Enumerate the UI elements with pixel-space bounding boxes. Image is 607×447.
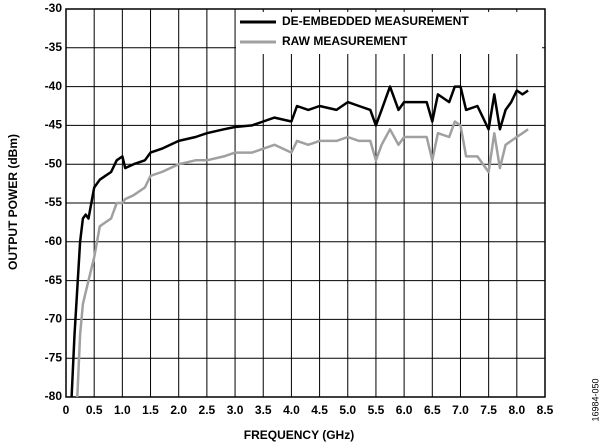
x-tick-label: 6.5	[424, 403, 441, 417]
x-tick-label: 3.5	[255, 403, 272, 417]
x-tick-label: 6.0	[396, 403, 413, 417]
x-tick-label: 1.5	[142, 403, 159, 417]
y-tick-label: -60	[45, 234, 63, 248]
data-line	[76, 120, 529, 398]
y-tick-label: -65	[45, 273, 63, 287]
x-tick-label: 4.0	[283, 403, 300, 417]
legend-label: RAW MEASUREMENT	[282, 34, 408, 48]
x-tick-label: 0	[63, 403, 70, 417]
x-tick-label: 8.0	[508, 403, 525, 417]
x-tick-label: 8.5	[537, 403, 554, 417]
x-tick-label: 7.5	[480, 403, 497, 417]
data-line	[70, 85, 529, 398]
x-tick-label: 2.5	[199, 403, 216, 417]
x-tick-label: 4.5	[311, 403, 328, 417]
x-axis-label: FREQUENCY (GHz)	[244, 428, 354, 442]
y-tick-label: -40	[45, 79, 63, 93]
y-axis-label: OUTPUT POWER (dBm)	[6, 134, 20, 270]
x-tick-label: 5.0	[339, 403, 356, 417]
y-tick-label: -30	[45, 1, 63, 15]
y-tick-label: -70	[45, 312, 63, 326]
y-tick-label: -50	[45, 156, 63, 170]
x-tick-label: 3.0	[227, 403, 244, 417]
plot-frame	[65, 8, 546, 398]
y-tick-label: -35	[45, 40, 63, 54]
figure-id: 16984-050	[590, 378, 600, 421]
legend-label: DE-EMBEDDED MEASUREMENT	[282, 14, 469, 28]
legend-box	[236, 12, 542, 54]
x-tick-label: 1.0	[114, 403, 131, 417]
x-tick-label: 2.0	[170, 403, 187, 417]
x-tick-label: 5.5	[368, 403, 385, 417]
x-tick-label: 0.5	[86, 403, 103, 417]
y-tick-label: -80	[45, 389, 63, 403]
y-tick-label: -75	[45, 350, 63, 364]
y-tick-label: -55	[45, 195, 63, 209]
y-tick-label: -45	[45, 118, 63, 132]
x-tick-label: 7.0	[452, 403, 469, 417]
